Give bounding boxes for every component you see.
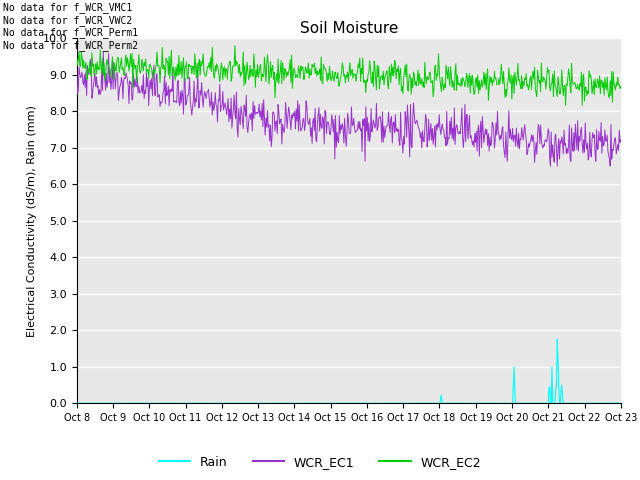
Y-axis label: Electrical Conductivity (dS/m), Rain (mm): Electrical Conductivity (dS/m), Rain (mm… [27,105,37,337]
Title: Soil Moisture: Soil Moisture [300,21,398,36]
Legend: Rain, WCR_EC1, WCR_EC2: Rain, WCR_EC1, WCR_EC2 [154,451,486,474]
Text: No data for f_WCR_VMC1
No data for f_WCR_VWC2
No data for f_WCR_Perm1
No data fo: No data for f_WCR_VMC1 No data for f_WCR… [3,2,138,51]
